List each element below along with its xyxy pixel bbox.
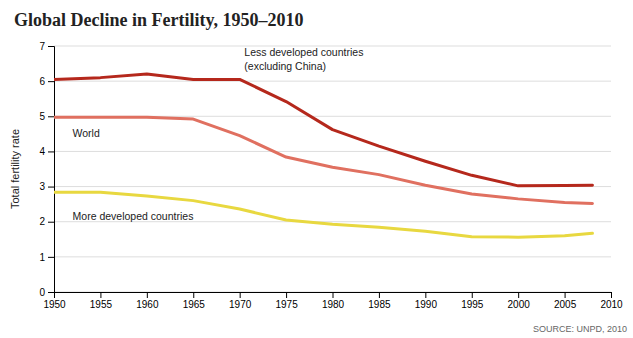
grid	[54, 46, 611, 292]
x-tick-label: 1970	[229, 299, 252, 310]
x-axis: 1950 1955 1960 1965 1970 1975 1980 1985 1990 1995…	[43, 292, 623, 310]
x-tick: 1990	[415, 292, 438, 310]
y-tick-label: 0	[39, 287, 45, 298]
x-tick: 1955	[90, 292, 113, 310]
y-tick-label: 1	[39, 252, 45, 263]
x-tick-label: 1965	[183, 299, 206, 310]
x-tick: 2005	[554, 292, 577, 310]
x-tick-label: 2010	[600, 299, 623, 310]
x-tick-label: 1950	[43, 299, 66, 310]
annotation-line: (excluding China)	[244, 60, 326, 72]
y-tick: 4	[39, 146, 54, 157]
y-tick: 0	[39, 287, 54, 298]
y-tick-mark	[48, 222, 54, 223]
x-tick: 1985	[368, 292, 391, 310]
series-line	[54, 192, 592, 237]
x-axis-line	[55, 293, 612, 299]
x-tick-label: 1980	[322, 299, 345, 310]
y-tick-label: 7	[39, 41, 45, 52]
x-tick-mark	[611, 292, 612, 298]
annotation-line: More developed countries	[73, 210, 194, 222]
annotation-line: Less developed countries	[244, 46, 363, 58]
y-tick-label: 2	[39, 216, 45, 227]
x-tick-mark	[518, 292, 519, 298]
grid-line	[54, 151, 611, 152]
x-tick: 2010	[600, 292, 623, 310]
x-tick: 1980	[322, 292, 345, 310]
y-axis-line	[48, 47, 55, 293]
y-tick: 2	[39, 216, 54, 227]
x-tick: 1970	[229, 292, 252, 310]
y-tick-label: 4	[39, 146, 45, 157]
x-tick: 1950	[43, 292, 66, 310]
x-tick-label: 1975	[275, 299, 298, 310]
x-tick-mark	[379, 292, 380, 298]
grid-line	[54, 81, 611, 82]
grid-line	[54, 256, 611, 257]
x-tick: 1975	[275, 292, 298, 310]
y-tick-mark	[48, 292, 54, 293]
source: SOURCE: UNPD, 2010	[533, 324, 627, 334]
x-tick-label: 1960	[136, 299, 159, 310]
chart: 1950 1955 1960 1965 1970 1975 1980 1985 1990 1995…	[0, 0, 633, 338]
x-tick: 1965	[183, 292, 206, 310]
x-tick-mark	[100, 292, 101, 298]
series-line	[54, 74, 592, 186]
x-tick: 1960	[136, 292, 159, 310]
x-tick-mark	[333, 292, 334, 298]
y-tick: 1	[39, 252, 54, 263]
annotation: Less developed countries (excluding China…	[244, 46, 363, 72]
x-tick-mark	[425, 292, 426, 298]
series-line	[54, 117, 592, 203]
x-tick-mark	[147, 292, 148, 298]
y-tick-mark	[48, 81, 54, 82]
annotation-line: World	[73, 127, 100, 139]
y-tick: 6	[39, 76, 54, 87]
x-tick: 2000	[508, 292, 531, 310]
x-tick-label: 1995	[461, 299, 484, 310]
y-tick-mark	[48, 187, 54, 188]
x-tick-label: 1990	[415, 299, 438, 310]
annotations: Less developed countries (excluding China…	[73, 46, 364, 222]
y-tick-mark	[48, 46, 54, 47]
y-axis-title: Total fertility rate	[9, 129, 21, 209]
x-tick-label: 2005	[554, 299, 577, 310]
x-tick: 1995	[461, 292, 484, 310]
y-tick-label: 6	[39, 76, 45, 87]
y-tick-label: 5	[39, 111, 45, 122]
x-tick-label: 2000	[508, 299, 531, 310]
plot-area	[54, 74, 592, 237]
y-tick-label: 3	[39, 181, 45, 192]
x-tick-label: 1955	[90, 299, 113, 310]
x-tick-mark	[240, 292, 241, 298]
annotation: World	[73, 127, 100, 139]
x-tick-mark	[286, 292, 287, 298]
title: Global Decline in Fertility, 1950–2010	[14, 10, 303, 30]
x-tick-label: 1985	[368, 299, 391, 310]
annotation: More developed countries	[73, 210, 194, 222]
y-tick: 7	[39, 41, 54, 52]
y-tick: 3	[39, 181, 54, 192]
y-tick-mark	[48, 151, 54, 152]
y-axis: 0 1 2 3 4 5 6 7	[39, 41, 54, 298]
x-tick-mark	[193, 292, 194, 298]
y-tick-mark	[48, 116, 54, 117]
y-tick-mark	[48, 257, 54, 258]
x-tick-mark	[565, 292, 566, 298]
y-tick: 5	[39, 111, 54, 122]
x-tick-mark	[472, 292, 473, 298]
